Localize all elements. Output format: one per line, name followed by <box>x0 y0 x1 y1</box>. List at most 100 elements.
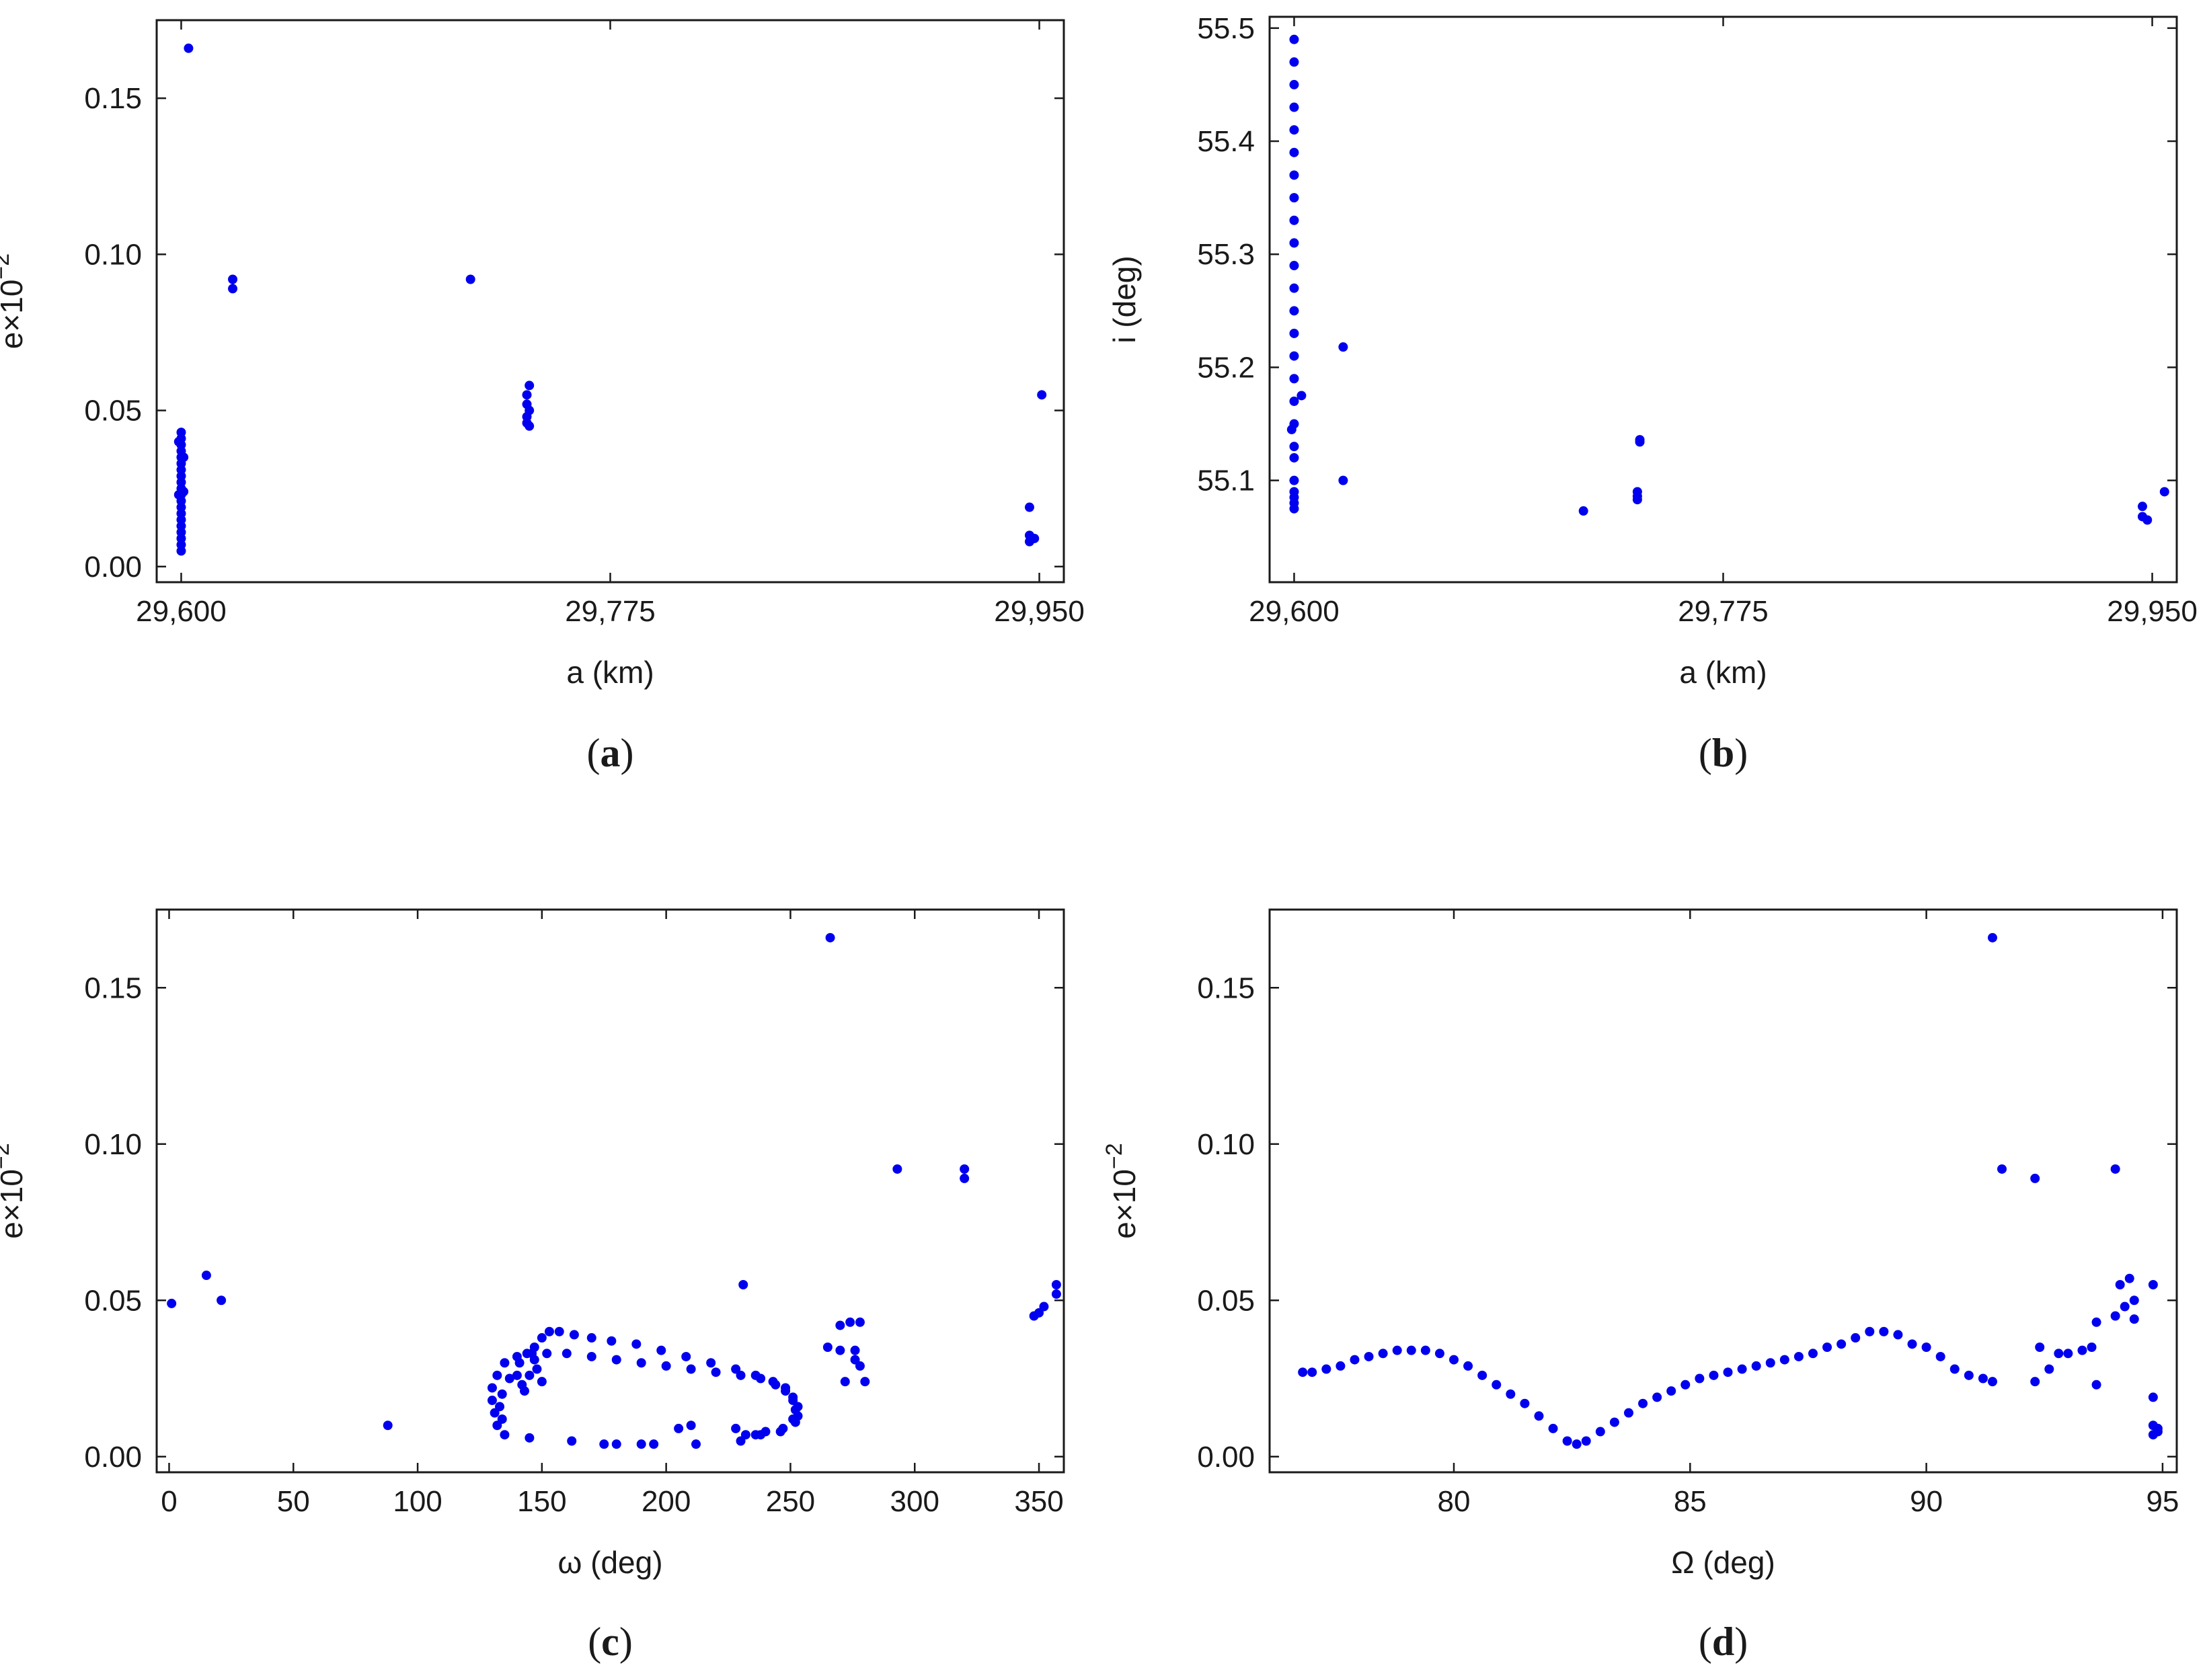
data-point <box>1666 1386 1676 1396</box>
data-point <box>1997 1164 2007 1174</box>
y-axis-label: e×10−2 <box>1101 1143 1142 1238</box>
caption-open-paren: ( <box>587 731 601 775</box>
chart-panel-b: 29,600 29,775 29,950 55.1 55.2 55.3 55.4 55.5 a … <box>1107 12 2198 775</box>
x-tick-label: 29,600 <box>1249 595 1340 628</box>
data-point <box>1987 932 1997 943</box>
caption-letter: a <box>601 731 621 775</box>
x-axis-label: ω (deg) <box>557 1545 662 1580</box>
data-point <box>2129 1314 2139 1324</box>
data-point <box>607 1336 617 1346</box>
data-point <box>1534 1411 1544 1421</box>
data-point <box>1949 1364 1960 1374</box>
data-point <box>1289 306 1299 316</box>
data-point <box>1434 1349 1444 1359</box>
data-point <box>2115 1280 2125 1289</box>
data-point <box>1632 495 1642 505</box>
data-point <box>497 1414 507 1424</box>
data-point <box>586 1351 596 1361</box>
data-point <box>740 1430 750 1440</box>
data-point <box>1865 1326 1875 1336</box>
x-axis-label: a (km) <box>1679 655 1767 690</box>
y-tick-label: 55.4 <box>1197 125 1255 158</box>
panel-caption: (c) <box>588 1619 633 1664</box>
data-point <box>1378 1349 1388 1359</box>
data-point <box>2091 1317 2101 1327</box>
data-point <box>1737 1364 1747 1374</box>
data-point <box>1420 1345 1430 1355</box>
data-point <box>1406 1345 1416 1355</box>
data-point <box>2030 1377 2040 1387</box>
data-point <box>1572 1439 1582 1449</box>
data-point <box>686 1364 696 1374</box>
x-tick-label: 95 <box>2146 1485 2179 1518</box>
data-point <box>750 1430 761 1440</box>
caption-close-paren: ) <box>619 1619 633 1664</box>
data-point <box>686 1421 696 1431</box>
data-point <box>167 1298 177 1308</box>
data-point <box>775 1427 785 1437</box>
data-point <box>2159 487 2169 497</box>
data-point <box>1289 147 1299 157</box>
data-point <box>2087 1343 2097 1352</box>
data-point <box>1581 1436 1591 1446</box>
x-tick-label: 200 <box>642 1485 691 1518</box>
data-point <box>228 274 238 284</box>
caption-close-paren: ) <box>621 731 634 775</box>
data-point <box>1298 1367 1308 1377</box>
data-point <box>1879 1326 1889 1336</box>
data-point <box>1289 442 1299 452</box>
y-axis-label-exponent: −2 <box>0 253 14 280</box>
data-point <box>1492 1379 1502 1390</box>
x-tick-label: 350 <box>1014 1485 1063 1518</box>
data-point <box>738 1280 748 1289</box>
data-point <box>649 1439 659 1449</box>
y-axis-label-base: e×10 <box>0 1169 29 1239</box>
data-point <box>845 1317 855 1327</box>
data-point <box>525 1370 535 1380</box>
data-point <box>500 1430 510 1440</box>
data-point <box>793 1402 803 1412</box>
data-point <box>529 1343 539 1352</box>
data-point <box>835 1345 845 1355</box>
data-point <box>1562 1436 1572 1446</box>
data-point <box>179 487 189 497</box>
data-point <box>1851 1333 1861 1343</box>
x-axis-label: Ω (deg) <box>1671 1545 1775 1580</box>
data-point <box>525 1433 535 1443</box>
plot-frame <box>155 19 1065 584</box>
data-point <box>522 1349 532 1359</box>
data-point <box>1723 1367 1733 1377</box>
data-point <box>855 1317 865 1327</box>
data-point <box>1623 1408 1633 1418</box>
y-tick-label: 0.05 <box>1197 1284 1255 1317</box>
data-point <box>1350 1355 1360 1365</box>
y-tick-label: 0.10 <box>1197 1128 1255 1161</box>
caption-open-paren: ( <box>1699 1619 1712 1664</box>
data-point <box>1338 342 1348 352</box>
x-tick-label: 29,775 <box>565 595 656 628</box>
data-point <box>960 1173 970 1183</box>
data-point <box>173 437 184 446</box>
data-point <box>184 43 194 53</box>
x-tick-label: 29,950 <box>2107 595 2198 628</box>
y-axis-label-exponent: −2 <box>0 1143 14 1169</box>
x-tick-label: 29,600 <box>136 595 227 628</box>
data-point <box>1289 283 1299 293</box>
data-point <box>2148 1280 2158 1289</box>
data-point <box>532 1364 542 1374</box>
data-point <box>1935 1351 1945 1361</box>
x-tick-label: 250 <box>766 1485 815 1518</box>
y-tick-label: 0.15 <box>84 971 142 1004</box>
data-point <box>960 1164 970 1174</box>
data-point <box>2137 502 2147 512</box>
data-point <box>599 1439 609 1449</box>
data-point <box>569 1330 579 1340</box>
data-point <box>781 1383 791 1393</box>
data-point <box>525 381 535 391</box>
data-point <box>1037 390 1047 400</box>
y-axis-label-base: e×10 <box>1107 1169 1142 1239</box>
x-tick-label: 0 <box>161 1485 177 1518</box>
y-tick-label: 0.00 <box>84 551 142 584</box>
data-point <box>1289 328 1299 338</box>
panel-caption: (b) <box>1699 731 1748 775</box>
